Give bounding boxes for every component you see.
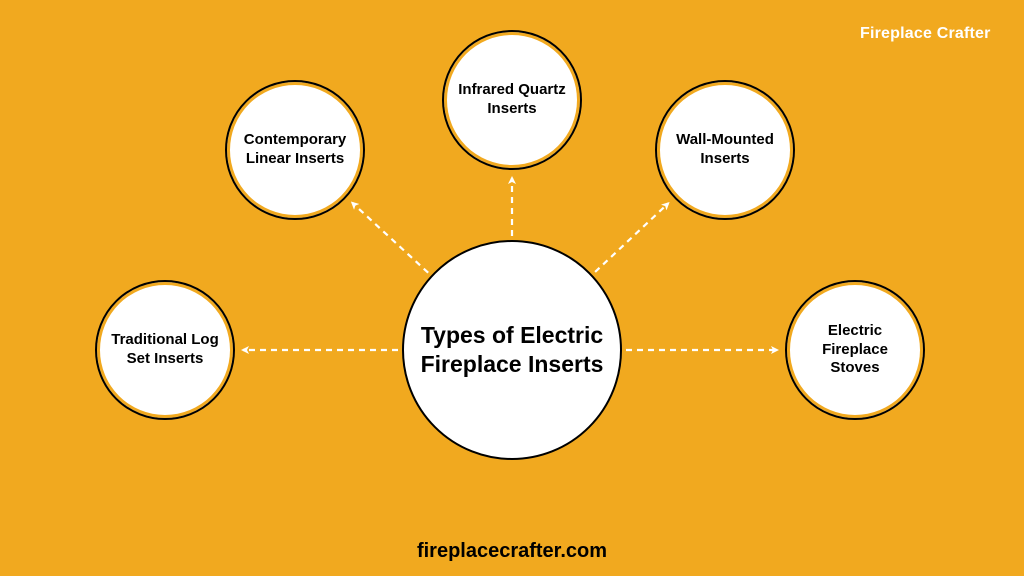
outer-node-stoves: Electric Fireplace Stoves	[785, 280, 925, 420]
outer-node-traditional: Traditional Log Set Inserts	[95, 280, 235, 420]
outer-node-label: Infrared Quartz Inserts	[454, 81, 570, 119]
brand-label: Fireplace Crafter	[860, 25, 991, 43]
outer-node-infrared: Infrared Quartz Inserts	[442, 30, 582, 170]
center-node-label: Types of Electric Fireplace Inserts	[414, 321, 610, 379]
outer-node-label: Traditional Log Set Inserts	[107, 331, 223, 369]
connector-contemporary	[352, 203, 428, 273]
connector-wallmounted	[595, 203, 668, 272]
outer-node-wallmounted: Wall-Mounted Inserts	[655, 80, 795, 220]
outer-node-label: Wall-Mounted Inserts	[667, 131, 783, 169]
outer-node-label: Contemporary Linear Inserts	[237, 131, 353, 169]
diagram-canvas: Fireplace Crafter Types of Electric Fire…	[0, 0, 1024, 576]
outer-node-contemporary: Contemporary Linear Inserts	[225, 80, 365, 220]
footer-url: fireplacecrafter.com	[417, 540, 607, 563]
outer-node-label: Electric Fireplace Stoves	[797, 322, 913, 378]
center-node: Types of Electric Fireplace Inserts	[402, 240, 622, 460]
